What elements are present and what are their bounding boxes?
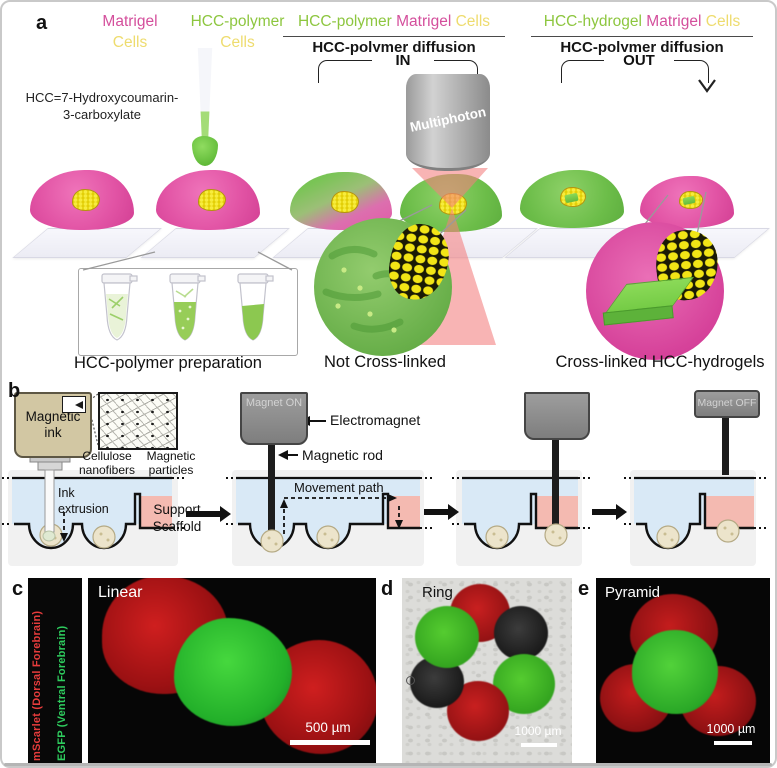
scale-label-500: 500 µm: [305, 720, 351, 735]
panel-c-label: c: [12, 578, 24, 600]
magnetic-ink-label: Magnetic ink: [25, 408, 81, 440]
electromagnet-on: Magnet ON: [240, 392, 308, 445]
ring-green-left: [415, 606, 479, 668]
panel-d-label: d: [381, 578, 394, 600]
cell-cluster-6: [679, 190, 704, 209]
bath-stage2: [226, 416, 432, 553]
hcc-note-line2: 3-carboxylate: [62, 106, 142, 122]
multiphoton-label: Multiphoton: [408, 104, 488, 135]
cells-label-1: Cells: [112, 33, 148, 51]
page-bottom-edge: [4, 763, 772, 766]
scale-bar-1000-e: [714, 741, 752, 745]
bath-stage4: [624, 414, 766, 550]
word-hcc-hydrogel: HCC-hydrogel: [543, 13, 642, 30]
bath-stage1: [2, 393, 186, 550]
cell-cluster-2: [197, 189, 226, 212]
bath-stage3: [452, 434, 590, 550]
hcc-note-line1: HCC=7-Hydroxycoumarin-: [25, 90, 179, 105]
micrograph-pyramid: Pyramid 1000 µm: [596, 578, 770, 765]
hydrogel-slab: [592, 275, 700, 332]
scale-bar-1000-d: [521, 743, 557, 747]
polymer-droplet-5: [520, 170, 624, 228]
cell-cluster-3: [330, 190, 359, 213]
micrograph-title-linear: Linear: [98, 584, 143, 601]
word-matrigel: Matrigel: [396, 13, 452, 30]
diffusion-subtitle-in: HCC-polymer diffusion: [312, 38, 476, 56]
word-matrigel-2: Matrigel: [646, 13, 702, 30]
diffusion-subtitle-out: HCC-polymer diffusion: [560, 38, 724, 56]
hcc-polymer-label: HCC-polymer: [190, 13, 285, 30]
prep-tubes: [101, 273, 274, 341]
header-diffusion-out: HCC-hydrogel Matrigel Cells HCC-polymer …: [531, 12, 753, 56]
magnified-not-crosslinked: [314, 218, 454, 356]
scale-label-1000-e: 1000 µm: [706, 722, 756, 736]
micrograph-ring: Ring 1000 µm: [402, 578, 572, 765]
header-matrigel-cells: Matrigel Cells: [90, 12, 170, 54]
micrograph-title-pyramid: Pyramid: [605, 584, 661, 601]
organoid-green-center: [174, 618, 292, 726]
scale-label-1000-d: 1000 µm: [514, 724, 562, 738]
caption-prep: HCC-polymer preparation: [74, 354, 262, 372]
scale-bar-500: [290, 740, 370, 745]
hcc-definition-note: HCC=7-Hydroxycoumarin- 3-carboxylate: [4, 90, 200, 124]
word-cells-2: Cells: [705, 13, 741, 30]
ink-extrusion-label: Ink extrusion: [58, 486, 109, 516]
word-cells: Cells: [455, 13, 491, 30]
electromagnet-plain: [524, 392, 590, 440]
matrigel-droplet-2: [156, 170, 260, 230]
caption-crosslinked: Cross-linked HCC-hydrogels: [555, 353, 765, 371]
electromagnet-label: Electromagnet: [330, 412, 421, 428]
matrigel-label: Matrigel: [102, 13, 158, 30]
funnel-icon: [75, 400, 83, 409]
panel-e-label: e: [578, 578, 590, 600]
pipette-tip: [197, 48, 213, 144]
micrograph-title-ring: Ring: [422, 584, 453, 601]
matrigel-droplet-1: [30, 170, 134, 230]
support-scaffold-label: Support Scaffold: [152, 502, 202, 534]
header-hccpolymer-cells: HCC-polymer Cells: [180, 12, 295, 54]
caption-not-crosslinked: Not Cross-linked: [324, 353, 446, 371]
diffusion-out-title: HCC-hydrogel Matrigel Cells: [531, 12, 753, 37]
multiphoton-objective: Multiphoton: [406, 74, 490, 171]
in-label: IN: [372, 52, 434, 69]
matrigel-droplet-6: [640, 176, 734, 228]
movement-path-label: Movement path: [294, 480, 384, 495]
word-hcc-polymer: HCC-polymer: [297, 13, 392, 30]
diffusion-in-title: HCC-polymer Matrigel Cells: [283, 12, 505, 37]
cellulose-nanofibers-label: Cellulose nanofibers: [78, 449, 136, 477]
fluorescence-legend-strip: mScarlet (Dorsal Forebrain) EGFP (Ventra…: [28, 578, 82, 765]
panel-b-label: b: [8, 380, 21, 402]
panel-a-label: a: [36, 12, 48, 34]
electromagnet-off: Magnet OFF: [694, 390, 760, 418]
out-label: OUT: [604, 52, 674, 69]
header-diffusion-in: HCC-polymer Matrigel Cells HCC-polymer d…: [283, 12, 505, 56]
magnetic-rod-label: Magnetic rod: [302, 447, 383, 463]
cell-cluster-5: [559, 187, 586, 208]
ink-composition-inset: [98, 392, 178, 450]
cell-cluster-1: [71, 189, 100, 212]
pyramid-green-center: [632, 630, 718, 714]
air-bubble: [406, 676, 415, 685]
magnetic-particles-label: Magnetic particles: [146, 449, 196, 477]
cells-label-2: Cells: [220, 33, 255, 51]
stage-arrow-2: [424, 504, 459, 520]
stage-arrow-1: [186, 506, 231, 522]
zoom-callout-icon: [62, 396, 86, 413]
ring-black-topright: [494, 606, 548, 660]
micrograph-linear: Linear 500 µm: [88, 578, 376, 765]
stage-arrow-3: [592, 504, 627, 520]
magnified-crosslinked: [586, 222, 724, 360]
